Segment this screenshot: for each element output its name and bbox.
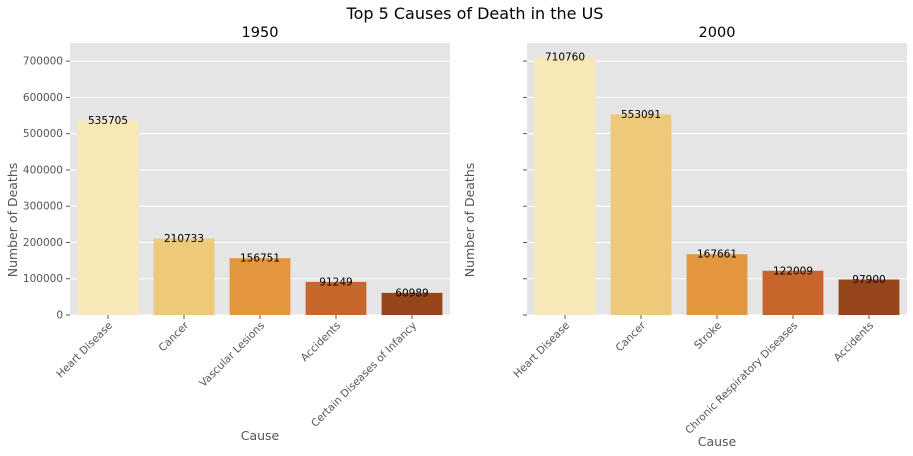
x-tick-label: Accidents bbox=[832, 320, 876, 364]
y-tick-label: 500000 bbox=[23, 128, 63, 140]
y-tick-label: 700000 bbox=[23, 56, 63, 68]
y-tick-label: 600000 bbox=[23, 92, 63, 104]
data-label: 60989 bbox=[395, 287, 428, 299]
data-label: 535705 bbox=[88, 115, 128, 127]
x-tick-label: Vascular Lesions bbox=[197, 320, 267, 390]
bar bbox=[838, 279, 900, 315]
y-axis-label: Number of Deaths bbox=[5, 163, 20, 278]
data-label: 122009 bbox=[773, 265, 813, 277]
data-label: 91249 bbox=[319, 276, 352, 288]
bar bbox=[305, 281, 367, 315]
bar bbox=[610, 114, 672, 316]
x-tick-label: Heart Disease bbox=[54, 320, 115, 381]
bar bbox=[686, 254, 748, 315]
bar bbox=[153, 238, 215, 315]
data-label: 553091 bbox=[621, 109, 661, 121]
bar bbox=[381, 292, 443, 315]
chart-panel-2000: 710760 Heart Disease 553091 Cancer 167661 Str… bbox=[462, 25, 907, 449]
x-tick-label: Accidents bbox=[299, 320, 343, 364]
chart-panel-1950: 0 100000 200000 300000 400000 500000 600000 700… bbox=[5, 25, 450, 443]
data-label: 710760 bbox=[545, 52, 585, 64]
x-tick-label: Stroke bbox=[692, 320, 724, 352]
y-tick-label: 400000 bbox=[23, 164, 63, 176]
x-axis-label: Cause bbox=[698, 434, 737, 449]
x-axis-label: Cause bbox=[241, 428, 280, 443]
x-tick-label: Heart Disease bbox=[511, 320, 572, 381]
data-label: 210733 bbox=[164, 233, 204, 245]
y-tick-label: 0 bbox=[56, 310, 63, 322]
panel-title: 2000 bbox=[699, 25, 736, 41]
panel-title: 1950 bbox=[242, 25, 279, 41]
data-label: 156751 bbox=[240, 253, 280, 265]
bar bbox=[229, 258, 291, 315]
y-tick-label: 300000 bbox=[23, 201, 63, 213]
y-axis-label: Number of Deaths bbox=[462, 163, 477, 278]
data-label: 167661 bbox=[697, 249, 737, 261]
x-tick-label: Cancer bbox=[156, 319, 191, 354]
y-tick-label: 100000 bbox=[23, 273, 63, 285]
x-tick-label: Cancer bbox=[613, 319, 648, 354]
bar bbox=[534, 57, 596, 315]
data-label: 97900 bbox=[852, 274, 885, 286]
y-tick-label: 200000 bbox=[23, 237, 63, 249]
bar bbox=[77, 120, 139, 315]
bar bbox=[762, 270, 824, 315]
figure-title: Top 5 Causes of Death in the US bbox=[346, 4, 604, 23]
